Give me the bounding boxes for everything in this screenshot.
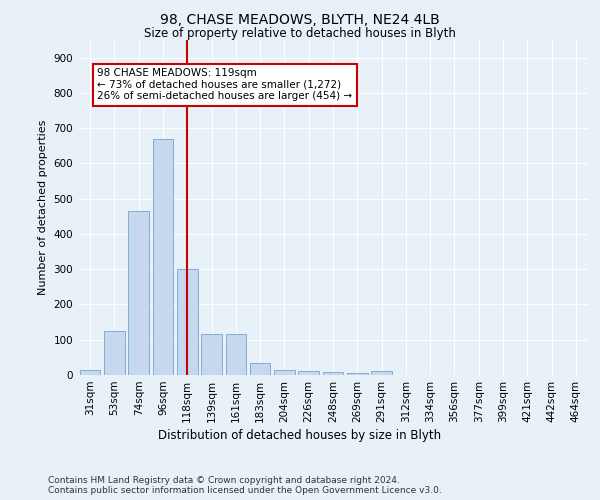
Bar bbox=[347, 373, 368, 375]
Bar bbox=[250, 362, 271, 375]
Bar bbox=[323, 372, 343, 375]
Bar bbox=[201, 334, 222, 375]
Text: Size of property relative to detached houses in Blyth: Size of property relative to detached ho… bbox=[144, 28, 456, 40]
Text: Distribution of detached houses by size in Blyth: Distribution of detached houses by size … bbox=[158, 430, 442, 442]
Bar bbox=[298, 372, 319, 375]
Y-axis label: Number of detached properties: Number of detached properties bbox=[38, 120, 48, 295]
Text: 98, CHASE MEADOWS, BLYTH, NE24 4LB: 98, CHASE MEADOWS, BLYTH, NE24 4LB bbox=[160, 12, 440, 26]
Bar bbox=[152, 138, 173, 375]
Bar bbox=[371, 372, 392, 375]
Bar bbox=[80, 370, 100, 375]
Bar bbox=[104, 331, 125, 375]
Text: 98 CHASE MEADOWS: 119sqm
← 73% of detached houses are smaller (1,272)
26% of sem: 98 CHASE MEADOWS: 119sqm ← 73% of detach… bbox=[97, 68, 353, 102]
Bar bbox=[128, 211, 149, 375]
Bar bbox=[177, 269, 197, 375]
Bar bbox=[274, 370, 295, 375]
Bar bbox=[226, 334, 246, 375]
Text: Contains HM Land Registry data © Crown copyright and database right 2024.
Contai: Contains HM Land Registry data © Crown c… bbox=[48, 476, 442, 495]
